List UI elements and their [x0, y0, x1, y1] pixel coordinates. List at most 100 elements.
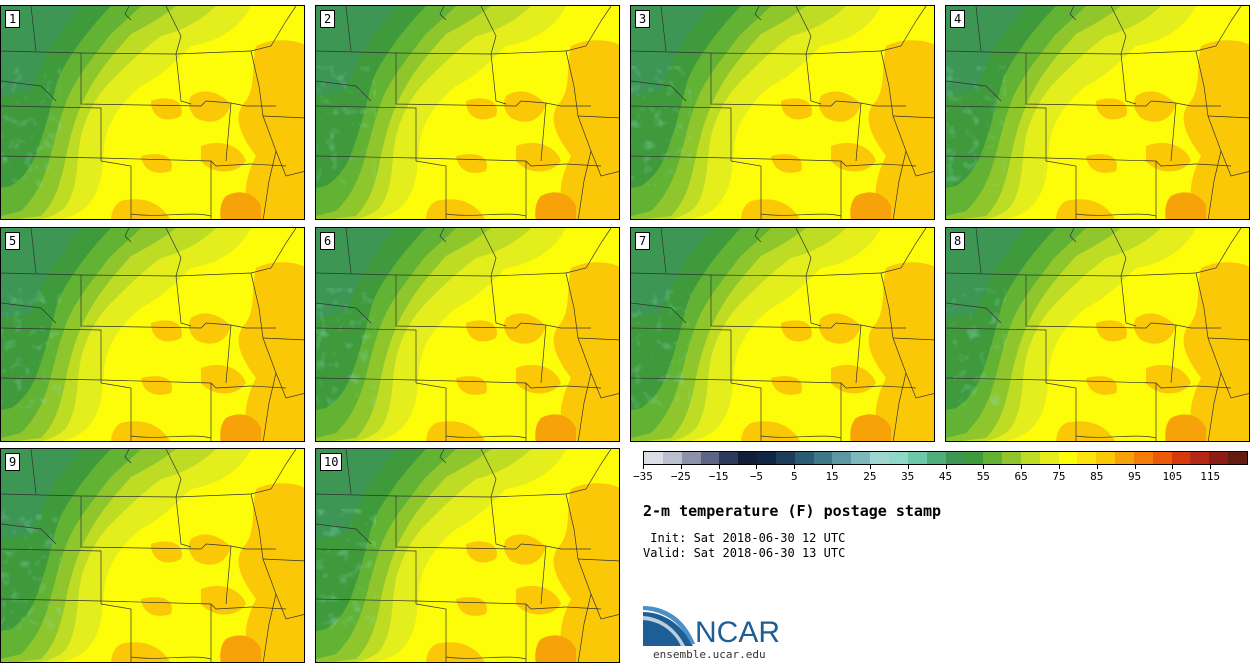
postage-stamp-map: 7 [630, 227, 935, 442]
colorbar: −35 −25 −15 −5 5 15 25 35 45 55 65 75 85 95 105 115 [633, 451, 1248, 486]
logo-text: NCAR [695, 616, 781, 649]
colorbar-tick [983, 465, 985, 469]
temperature-map [1, 6, 304, 219]
colorbar-cell [1077, 452, 1097, 464]
colorbar-cell [1115, 452, 1134, 464]
postage-stamp-map: 4 [945, 5, 1250, 220]
colorbar-tick-label: −25 [670, 470, 691, 483]
ncar-swoosh-icon [643, 606, 695, 646]
colorbar-cell [775, 452, 795, 464]
colorbar-tick [718, 465, 720, 469]
init-time: Init: Sat 2018-06-30 12 UTC [643, 531, 846, 545]
colorbar-cell [1152, 452, 1172, 464]
colorbar-tick-label: 115 [1200, 470, 1221, 483]
colorbar-cell [1171, 452, 1191, 464]
colorbar-cell [757, 452, 776, 464]
postage-stamp-map: 2 [315, 5, 620, 220]
temperature-map [316, 6, 619, 219]
colorbar-cell [662, 452, 682, 464]
colorbar-tick [680, 465, 682, 469]
logo-url: ensemble.ucar.edu [653, 648, 766, 661]
postage-stamp-map: 10 [315, 448, 620, 663]
colorbar-tick-label: 55 [976, 470, 990, 483]
member-number-label: 6 [320, 232, 336, 250]
colorbar-cell [681, 452, 701, 464]
colorbar-tick [1021, 465, 1023, 469]
colorbar-tick [1058, 465, 1060, 469]
colorbar-tick [1210, 465, 1212, 469]
member-number-label: 7 [635, 232, 651, 250]
member-number-label: 10 [320, 453, 343, 471]
colorbar-cell [794, 452, 814, 464]
colorbar-cell [738, 452, 758, 464]
colorbar-cell [983, 452, 1003, 464]
colorbar-cell [1190, 452, 1210, 464]
temperature-map [946, 6, 1249, 219]
postage-stamp-map: 5 [0, 227, 305, 442]
colorbar-cell [851, 452, 871, 464]
colorbar-tick-label: 35 [901, 470, 915, 483]
colorbar-tick [832, 465, 834, 469]
temperature-map [631, 6, 934, 219]
colorbar-cell [926, 452, 946, 464]
postage-stamp-map: 6 [315, 227, 620, 442]
colorbar-cell [945, 452, 965, 464]
colorbar-cell [700, 452, 720, 464]
colorbar-cell [1020, 452, 1040, 464]
colorbar-tick [907, 465, 909, 469]
postage-stamp-map: 3 [630, 5, 935, 220]
colorbar-cell [870, 452, 889, 464]
member-number-label: 4 [950, 10, 966, 28]
colorbar-cell [907, 452, 927, 464]
colorbar-tick-label: 25 [863, 470, 877, 483]
colorbar-tick-label: −5 [749, 470, 764, 483]
colorbar-tick [756, 465, 758, 469]
member-number-label: 2 [320, 10, 336, 28]
valid-time: Valid: Sat 2018-06-30 13 UTC [643, 546, 846, 560]
member-number-label: 3 [635, 10, 651, 28]
colorbar-tick [869, 465, 871, 469]
colorbar-tick-label: −35 [633, 470, 653, 483]
colorbar-tick-label: 5 [790, 470, 798, 483]
postage-stamp-map: 9 [0, 448, 305, 663]
colorbar-tick [1134, 465, 1136, 469]
colorbar-cell [1209, 452, 1229, 464]
colorbar-tick [794, 465, 796, 469]
colorbar-cell [813, 452, 833, 464]
colorbar-cell [1096, 452, 1116, 464]
colorbar-cell [1039, 452, 1059, 464]
temperature-map [316, 449, 619, 662]
ncar-logo: NCAR ensemble.ucar.edu [643, 606, 803, 662]
colorbar-cell [644, 452, 663, 464]
temperature-map [946, 228, 1249, 441]
colorbar-cell [719, 452, 739, 464]
colorbar-ticks: −35 −25 −15 −5 5 15 25 35 45 55 65 75 85 95 105 115 [633, 465, 1248, 485]
temperature-map [1, 228, 304, 441]
postage-stamp-map: 8 [945, 227, 1250, 442]
member-number-label: 9 [5, 453, 21, 471]
colorbar-tick [643, 465, 644, 469]
colorbar-cell [1228, 452, 1247, 464]
colorbar-tick-label: 45 [938, 470, 953, 483]
temperature-map [631, 228, 934, 441]
colorbar-cell [832, 452, 852, 464]
member-number-label: 1 [5, 10, 21, 28]
colorbar-tick [945, 465, 947, 469]
member-number-label: 5 [5, 232, 21, 250]
colorbar-tick-label: 65 [1014, 470, 1028, 483]
temperature-map [1, 449, 304, 662]
postage-stamp-map: 1 [0, 5, 305, 220]
colorbar-scale [643, 451, 1248, 465]
colorbar-tick-label: 105 [1162, 470, 1183, 483]
colorbar-cell [888, 452, 908, 464]
colorbar-cell [1058, 452, 1078, 464]
colorbar-tick-label: 95 [1127, 470, 1142, 483]
colorbar-tick-label: 75 [1052, 470, 1066, 483]
colorbar-tick-label: 15 [825, 470, 839, 483]
colorbar-cell [964, 452, 984, 464]
colorbar-cell [1133, 452, 1153, 464]
member-number-label: 8 [950, 232, 966, 250]
colorbar-tick-label: 85 [1090, 470, 1104, 483]
figure-title: 2-m temperature (F) postage stamp [643, 502, 942, 520]
colorbar-tick-label: −15 [708, 470, 729, 483]
